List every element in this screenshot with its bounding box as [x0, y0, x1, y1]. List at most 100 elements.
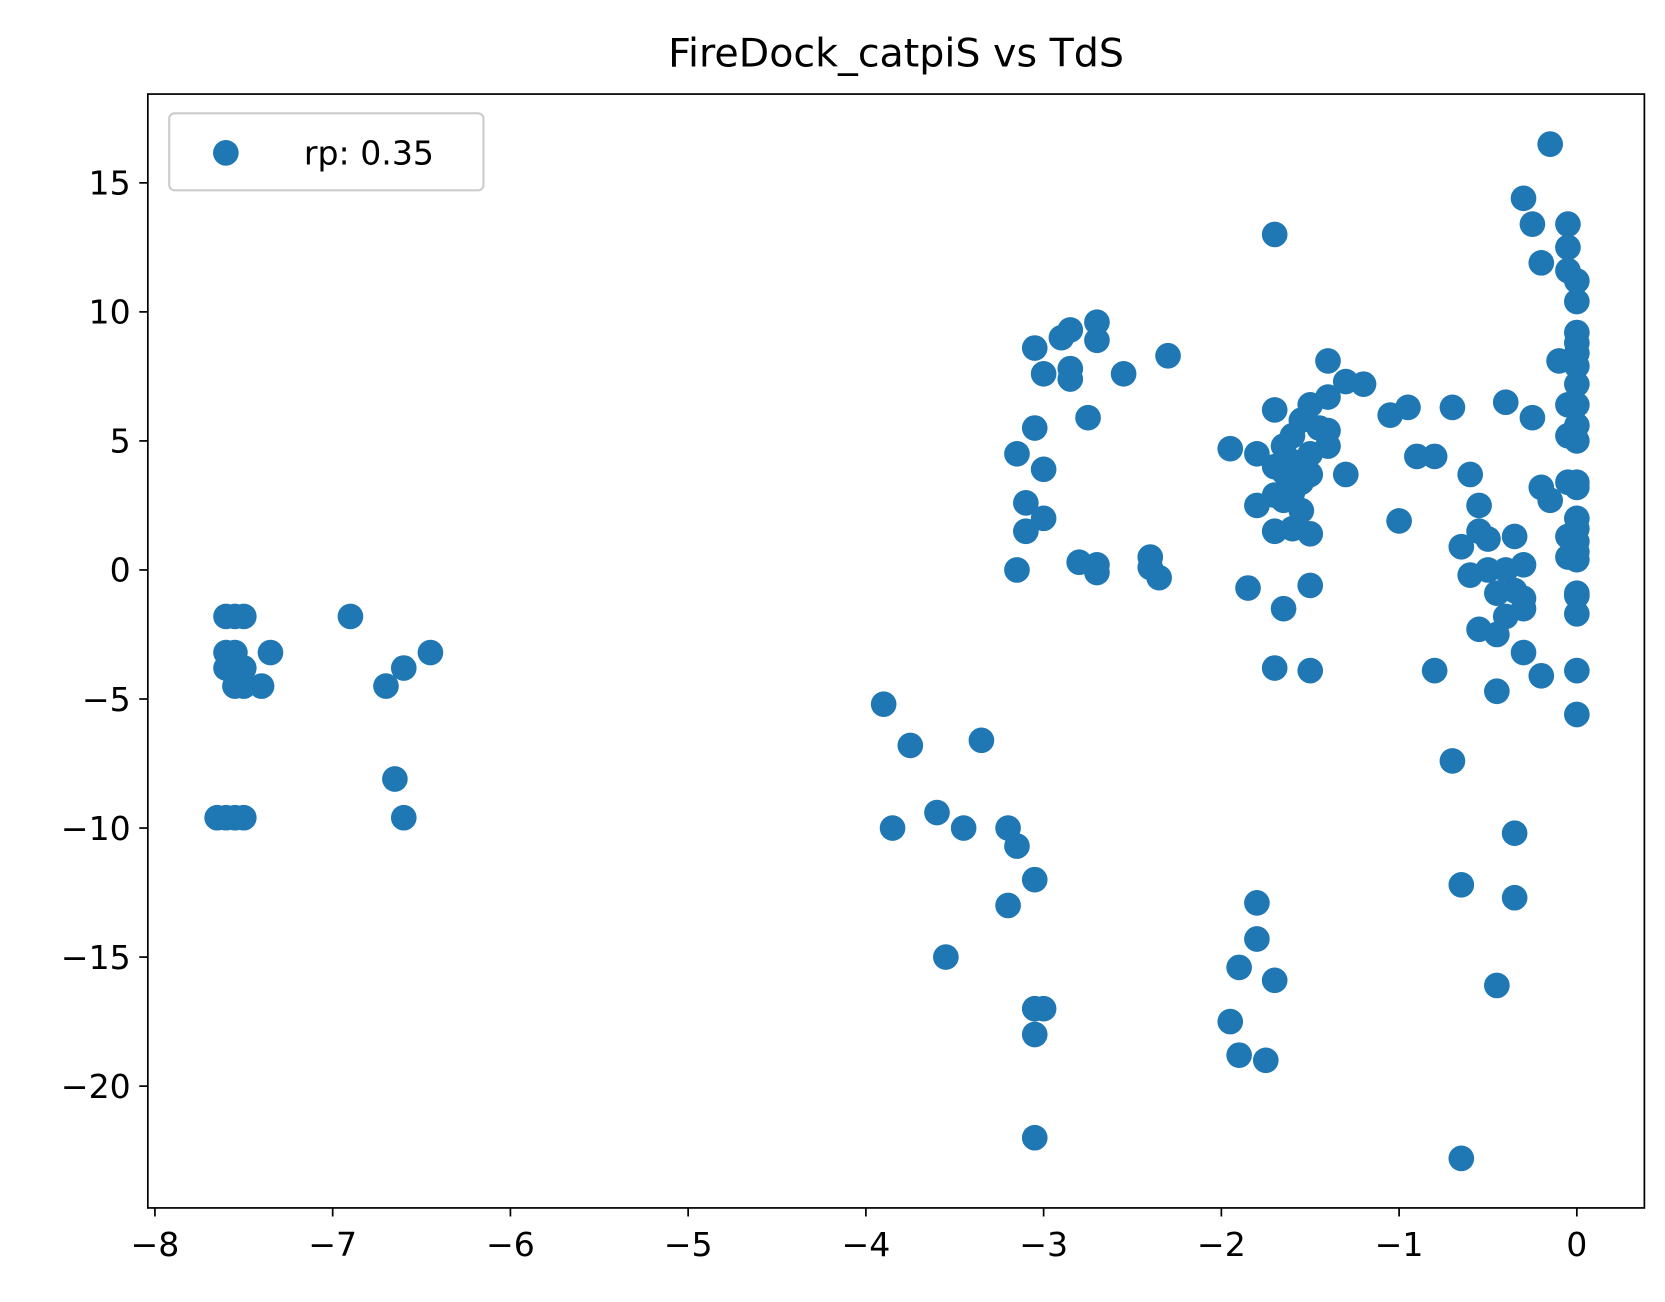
y-tick-label: 5 [110, 422, 131, 461]
point [1484, 972, 1510, 999]
x-tick-label: −6 [486, 1225, 535, 1264]
point [1261, 397, 1288, 423]
x-tick-label: −5 [664, 1225, 713, 1264]
legend-marker [213, 140, 239, 166]
point [1146, 564, 1172, 591]
point [968, 727, 995, 754]
point [1564, 288, 1590, 315]
point [1084, 559, 1110, 586]
point [1084, 327, 1110, 354]
point [1564, 371, 1590, 397]
point [1084, 309, 1110, 336]
y-tick-label: 10 [89, 293, 131, 332]
point [382, 766, 408, 792]
point [1564, 582, 1590, 609]
point [390, 804, 417, 831]
x-tick-label: −7 [308, 1225, 357, 1264]
point [1261, 655, 1288, 681]
point [1510, 185, 1537, 212]
point [1510, 639, 1537, 666]
x-tick-label: −3 [1019, 1225, 1068, 1264]
point [1519, 211, 1546, 237]
x-tick-label: −1 [1375, 1225, 1424, 1264]
point [1466, 616, 1492, 643]
point [1297, 441, 1324, 467]
y-tick-label: −15 [61, 938, 131, 977]
y-tick-label: −20 [61, 1067, 131, 1106]
point [1021, 335, 1048, 361]
chart-title: FireDock_catpiS vs TdS [668, 30, 1124, 76]
point [1439, 748, 1466, 774]
point [1004, 833, 1030, 859]
point [1155, 342, 1181, 369]
point [1564, 701, 1590, 728]
point [1004, 557, 1030, 583]
point [1448, 533, 1475, 560]
y-tick-label: 0 [110, 551, 131, 590]
point [1510, 551, 1537, 578]
point [1030, 995, 1057, 1022]
point [1332, 461, 1359, 488]
point [870, 691, 897, 717]
point [1421, 443, 1448, 470]
y-tick-label: 15 [89, 164, 131, 203]
point [1404, 443, 1430, 470]
point [1270, 595, 1297, 622]
point [1261, 967, 1288, 994]
point [1564, 657, 1590, 684]
point [1564, 268, 1590, 294]
point [1457, 461, 1484, 488]
y-tick-label: −10 [61, 809, 131, 848]
point [1475, 526, 1501, 552]
point [1564, 474, 1590, 501]
point [337, 603, 364, 630]
point [950, 815, 977, 841]
point [1030, 360, 1057, 387]
point [1555, 211, 1581, 237]
point [230, 804, 257, 831]
x-tick-label: −8 [131, 1225, 180, 1264]
point [1564, 353, 1590, 379]
point [1537, 487, 1564, 514]
point [248, 673, 275, 699]
point [1244, 492, 1270, 519]
point [1501, 884, 1528, 911]
point [1021, 1021, 1048, 1048]
point [1492, 389, 1519, 416]
point [1030, 505, 1057, 532]
point [1021, 415, 1048, 441]
point [1004, 441, 1030, 467]
y-tick-label: −5 [82, 680, 131, 719]
point [1386, 508, 1412, 534]
point [1075, 404, 1101, 431]
point [1421, 657, 1448, 684]
point [1439, 394, 1466, 421]
point [1013, 490, 1039, 516]
point [1564, 601, 1590, 627]
point [1466, 492, 1492, 519]
point [1350, 371, 1377, 397]
point [1235, 575, 1261, 601]
point [1315, 384, 1341, 410]
point [1261, 221, 1288, 248]
point [1226, 1042, 1252, 1068]
point [1252, 1047, 1279, 1074]
point [933, 944, 959, 970]
point [1297, 572, 1324, 599]
point [1528, 250, 1555, 276]
point [1226, 954, 1252, 981]
point [879, 815, 906, 841]
x-tick-label: −4 [841, 1225, 890, 1264]
point [1484, 678, 1510, 705]
point [1501, 523, 1528, 550]
point [1013, 518, 1039, 545]
point [1448, 1145, 1475, 1172]
point [1030, 456, 1057, 483]
point [257, 639, 284, 666]
point [1217, 1008, 1244, 1035]
point [1057, 317, 1084, 343]
point [1555, 234, 1581, 261]
point [1315, 348, 1341, 374]
